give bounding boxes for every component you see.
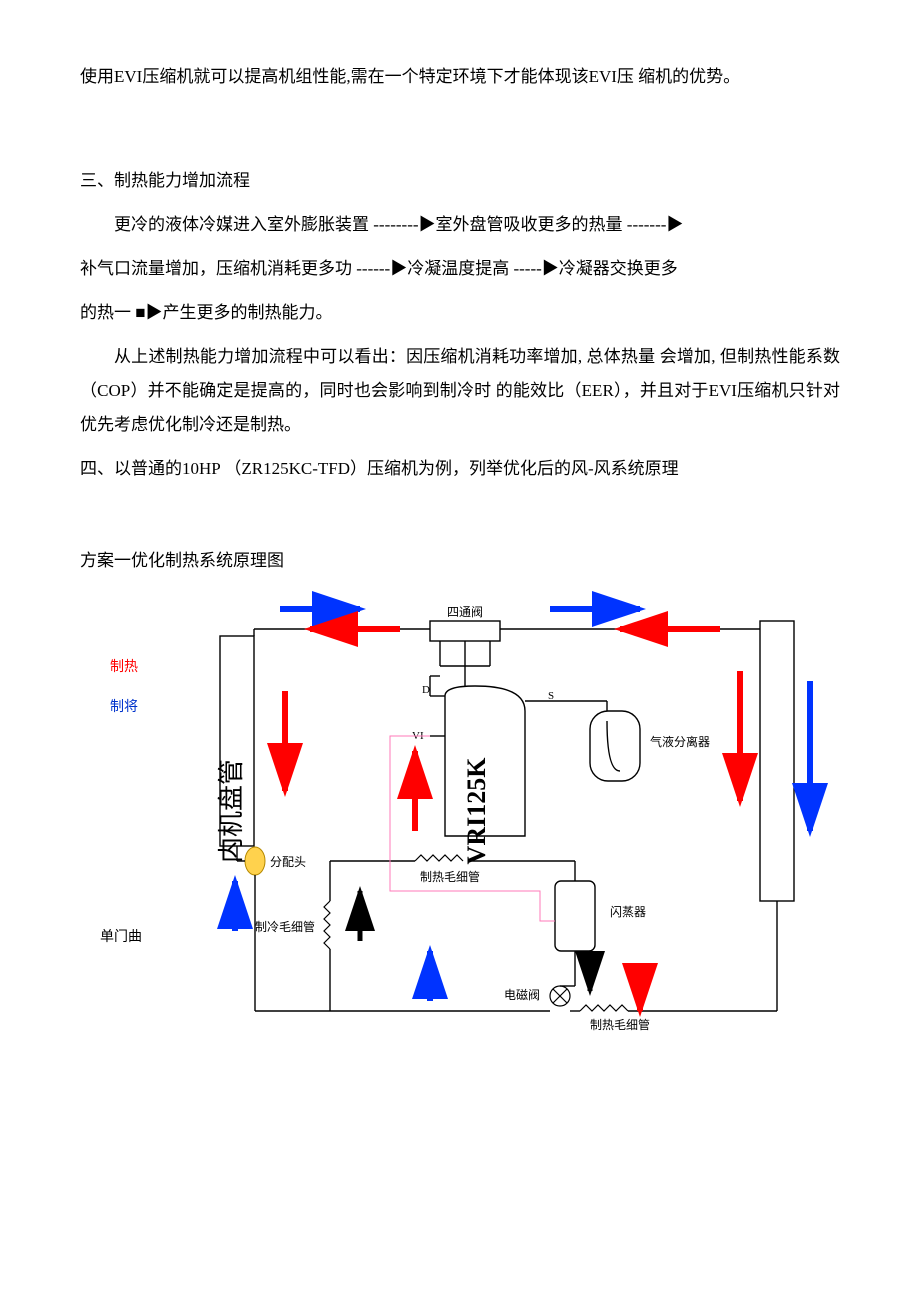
heat-capillary-1 [415,855,463,861]
heat-cap2-label: 制热毛细管 [590,1017,650,1032]
flow-line1: 更冷的液体冷媒进入室外膨胀装置 --------▶室外盘管吸收更多的热量 ---… [80,208,840,242]
section4-title: 四、以普通的10HP （ZR125KC-TFD）压缩机为例，列举优化后的风-风系… [80,452,840,486]
gas-liquid-label: 气液分离器 [650,734,710,749]
outer-coil [760,621,794,901]
port-d-label: D [422,684,430,696]
system-diagram: 制热 制将 单门曲 内机盘管 四通阀 VRI125K D S [80,581,840,1041]
section3-paragraph: 从上述制热能力增加流程中可以看出：因压缩机消耗功率增加, 总体热量 会增加, 但… [80,340,840,442]
distributor [245,847,265,875]
inner-coil-label: 内机盘管 [217,759,246,863]
distributor-label: 分配头 [270,855,306,869]
solenoid-label: 电磁阀 [504,987,540,1002]
four-way-label: 四通阀 [447,605,483,619]
cool-capillary [324,901,330,949]
heat-capillary-2 [580,1005,628,1011]
flash-tank [555,881,595,951]
legend-heat: 制热 [110,659,138,675]
flow-line2: 补气口流量增加，压缩机消耗更多功 ------▶冷凝温度提高 -----▶冷凝器… [80,252,840,286]
flash-label: 闪蒸器 [610,905,646,919]
section3-title: 三、制热能力增加流程 [80,164,840,198]
intro-paragraph: 使用EVI压缩机就可以提高机组性能,需在一个特定环境下才能体现该EVI压 缩机的… [80,60,840,94]
legend-single: 单门曲 [100,929,142,945]
four-way-valve [430,621,500,641]
diagram-title: 方案一优化制热系统原理图 [80,546,840,571]
legend-cool: 制将 [110,699,138,715]
flow-line3: 的热一 ■▶产生更多的制热能力。 [80,296,840,330]
heat-cap1-label: 制热毛细管 [420,869,480,884]
diagram-container: 制热 制将 单门曲 内机盘管 四通阀 VRI125K D S [80,581,840,1046]
port-s-label: S [548,690,554,702]
gas-liquid-separator [590,711,640,781]
compressor-label: VRI125K [462,757,491,865]
cool-cap-label: 制冷毛细管 [255,919,315,934]
